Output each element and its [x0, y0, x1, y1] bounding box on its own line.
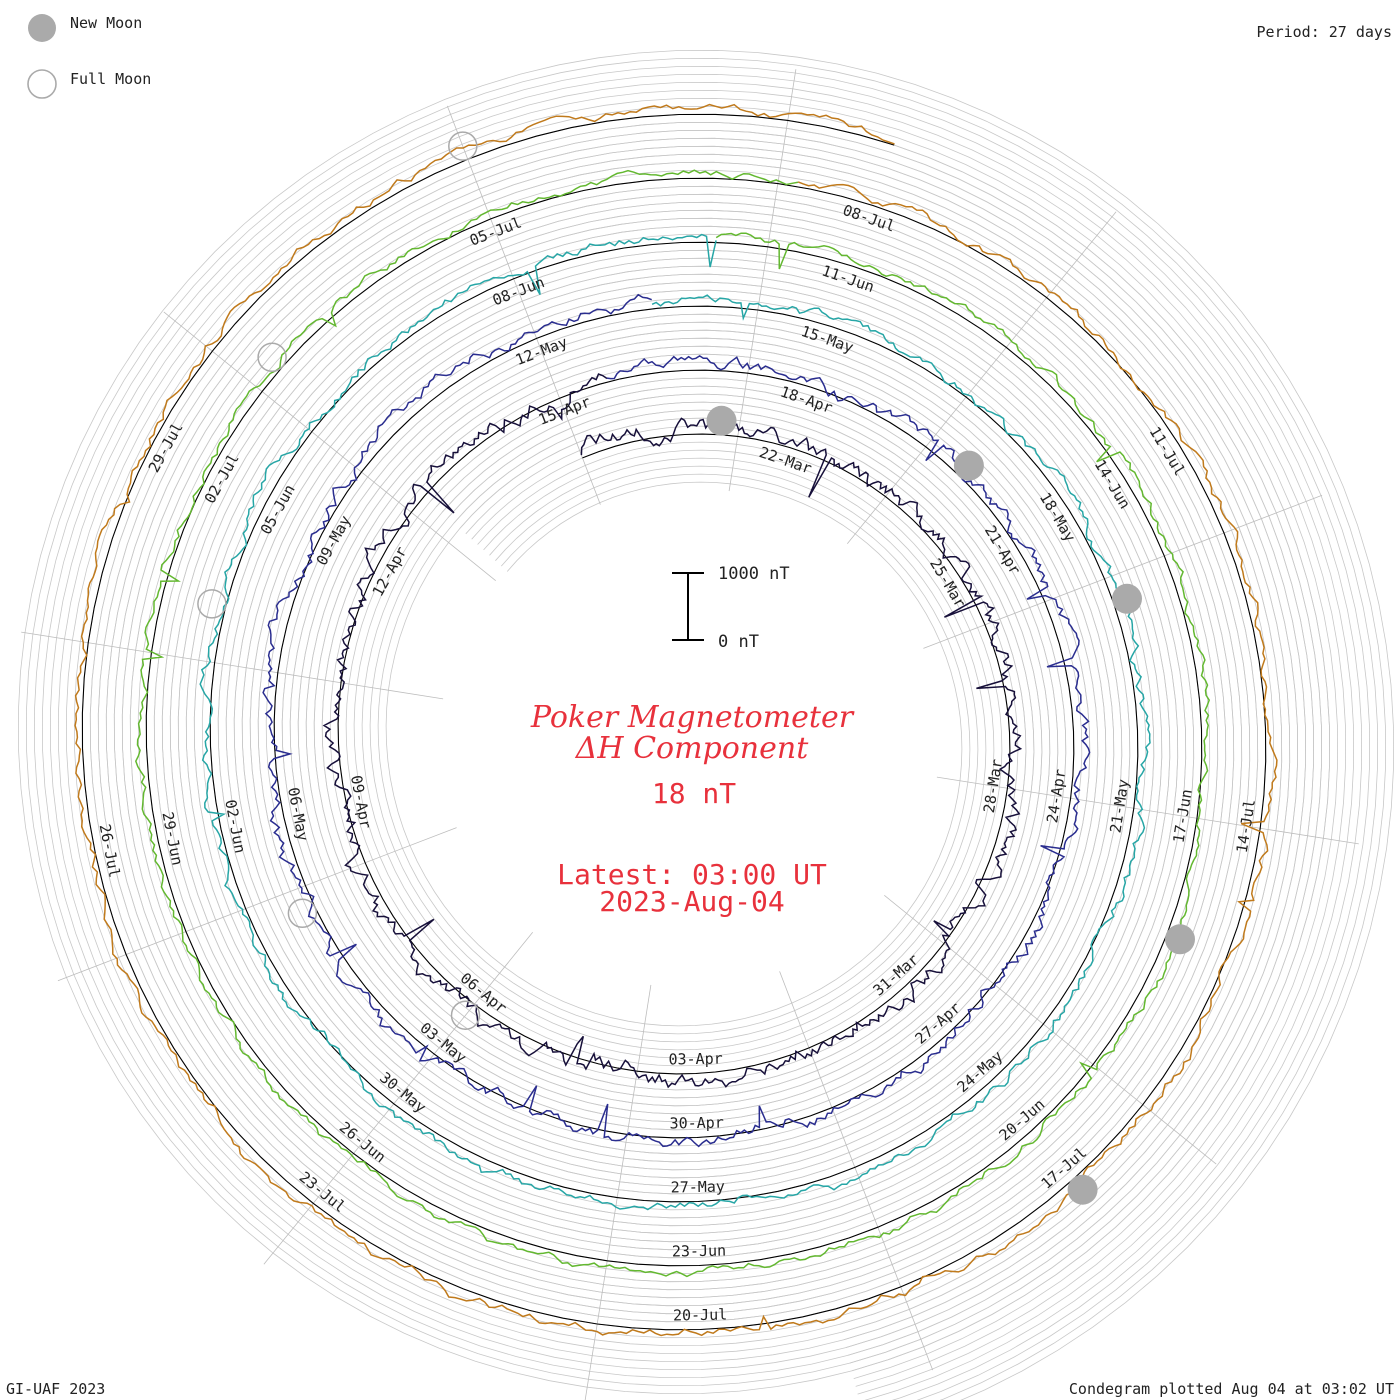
date-label: 23-Jun	[672, 1242, 726, 1261]
date-label: 27-May	[671, 1178, 725, 1197]
grid-spiral	[41, 73, 1371, 1400]
date-label: 17-Jun	[1170, 788, 1196, 844]
date-label: 20-Jul	[673, 1306, 727, 1325]
new-moon-legend-label: New Moon	[70, 14, 142, 32]
new-moon-marker	[706, 405, 737, 436]
radial-spoke	[21, 631, 444, 700]
current-level: 18 nT	[652, 777, 736, 810]
new-moon-marker	[1165, 924, 1195, 955]
new-moon-marker	[1067, 1174, 1098, 1205]
date-label: 20-Jun	[996, 1095, 1049, 1144]
date-label: 30-Apr	[669, 1114, 723, 1133]
period-label: Period: 27 days	[1257, 23, 1392, 41]
new-moon-marker	[953, 450, 984, 481]
date-label: 22-Mar	[757, 443, 814, 478]
full-moon-marker	[197, 589, 227, 619]
date-label: 08-Jul	[840, 201, 897, 236]
series-trace	[199, 233, 1151, 1211]
full-moon-marker	[448, 131, 478, 161]
date-label: 31-Mar	[870, 950, 923, 999]
new-moon-marker	[1112, 583, 1142, 614]
new-moon-legend-icon	[28, 14, 56, 42]
grid-spiral	[65, 97, 1347, 1387]
date-label: 03-May	[416, 1019, 469, 1067]
radial-spoke	[728, 69, 797, 492]
scale-bottom-label: 0 nT	[718, 632, 759, 652]
date-label: 15-May	[799, 322, 856, 357]
grid-spiral	[49, 81, 1363, 1400]
radial-spoke	[57, 827, 457, 982]
latest-date: 2023-Aug-04	[599, 885, 784, 918]
date-label: 30-May	[376, 1068, 429, 1116]
date-label: 06-Apr	[457, 969, 510, 1017]
baseline-spiral	[81, 113, 1267, 1331]
date-label: 28-Mar	[980, 758, 1006, 814]
radial-spoke	[884, 894, 1217, 1165]
data-series	[74, 103, 1278, 1337]
series-trace	[262, 293, 1091, 1148]
series-trace	[322, 373, 1023, 1089]
date-label: 24-May	[954, 1047, 1007, 1096]
radial-spoke	[446, 105, 601, 505]
baseline-spiral-line	[81, 113, 1267, 1331]
full-moon-marker	[450, 1000, 481, 1030]
radial-spokes	[21, 69, 1359, 1400]
full-moon-legend-icon	[27, 69, 57, 99]
radial-spoke	[584, 984, 652, 1400]
full-moon-marker	[257, 342, 287, 373]
grid-spiral	[57, 89, 1355, 1395]
credit-label: GI-UAF 2023	[6, 1380, 105, 1398]
radial-spoke	[923, 494, 1323, 649]
radial-spoke	[779, 971, 934, 1371]
spiral-grid	[17, 49, 1395, 1400]
series-trace	[134, 169, 1211, 1278]
date-label: 26-Jun	[336, 1118, 389, 1166]
radial-spoke	[263, 932, 534, 1265]
plotted-timestamp: Condegram plotted Aug 04 at 03:02 UT	[1069, 1380, 1394, 1398]
date-label: 27-Apr	[912, 999, 965, 1048]
latest-time: Latest: 03:00 UT	[557, 858, 827, 891]
date-label: 18-Apr	[778, 382, 835, 417]
chart-subtitle: ΔH Component	[575, 731, 809, 766]
date-label: 15-Apr	[536, 393, 593, 429]
full-moon-legend-label: Full Moon	[70, 70, 151, 88]
grid-spiral	[33, 65, 1379, 1400]
grid-spiral	[25, 57, 1387, 1400]
scale-top-label: 1000 nT	[718, 564, 790, 584]
date-label: 21-May	[1106, 778, 1132, 834]
date-label: 24-Apr	[1043, 768, 1069, 824]
date-label: 23-Jul	[296, 1168, 349, 1216]
date-label: 11-Jun	[820, 261, 877, 296]
series-trace	[74, 103, 1278, 1337]
radial-spoke	[163, 311, 496, 582]
date-label: 14-Jul	[1233, 798, 1259, 854]
full-moon-marker	[287, 898, 318, 929]
scale-bar: 1000 nT 0 nT	[672, 564, 790, 652]
date-label: 03-Apr	[668, 1050, 722, 1069]
moon-markers	[197, 131, 1195, 1205]
chart-title: Poker Magnetometer	[530, 700, 855, 735]
